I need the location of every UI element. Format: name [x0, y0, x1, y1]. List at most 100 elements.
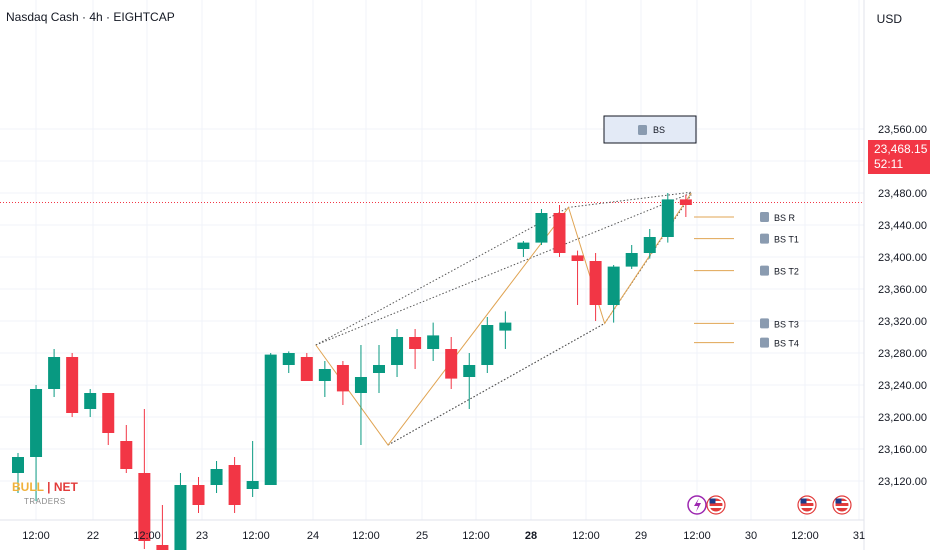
candle-body — [66, 357, 79, 413]
time-tick-label: 12:00 — [22, 530, 50, 542]
channel-lines — [315, 191, 692, 446]
time-axis: 12:00 22 12:00 23 12:00 24 12:00 25 12:00 28 12:00… — [22, 530, 865, 542]
candle-body — [463, 365, 476, 377]
candle-body — [282, 353, 295, 365]
last-price: 23,468.15 — [874, 142, 928, 156]
bs-marker-icon — [638, 125, 647, 135]
candle-body — [607, 266, 620, 305]
us-flag-stripe — [709, 501, 723, 503]
logo-separator: | — [47, 480, 51, 494]
time-tick-label: 31 — [853, 530, 865, 542]
price-tick-label: 23,360.00 — [878, 284, 927, 296]
candle-body — [499, 322, 512, 331]
time-tick-label: 12:00 — [352, 530, 380, 542]
candle-body — [571, 255, 584, 261]
time-tick-label: 12:00 — [133, 530, 161, 542]
price-tick-label: 23,400.00 — [878, 252, 927, 264]
currency-label[interactable]: USD — [876, 12, 902, 26]
time-tick-label: 12:00 — [683, 530, 711, 542]
us-flag-canton — [709, 498, 716, 504]
candle-body — [517, 242, 530, 249]
candle-body — [210, 469, 223, 485]
symbol-title[interactable]: Nasdaq Cash · 4h · EIGHTCAP — [6, 10, 175, 24]
candle-body — [661, 199, 674, 237]
candle-body — [246, 481, 259, 489]
time-tick-label: 12:00 — [572, 530, 600, 542]
level-label: BS R — [774, 213, 796, 223]
level-label: BS T4 — [774, 339, 799, 349]
candle-body — [300, 357, 313, 381]
candle-body — [318, 369, 331, 381]
candle-body — [48, 357, 61, 389]
last-price-tag: 23,468.15 52:11 — [868, 140, 930, 174]
price-tick-label: 23,160.00 — [878, 444, 927, 456]
price-tick-label: 23,240.00 — [878, 380, 927, 392]
time-tick-label: 28 — [525, 530, 537, 542]
us-flag-stripe — [835, 506, 849, 508]
candle-body — [625, 253, 638, 267]
bs-box: BS — [603, 115, 697, 144]
us-flag-stripe — [835, 501, 849, 503]
time-tick-label: 22 — [87, 530, 99, 542]
event-icons — [687, 495, 852, 515]
time-tick-label: 23 — [196, 530, 208, 542]
bar-countdown: 52:11 — [874, 157, 904, 171]
candles — [12, 193, 692, 550]
level-marker-icon — [760, 265, 769, 276]
price-tick-label: 23,280.00 — [878, 348, 927, 360]
time-tick-label: 30 — [745, 530, 757, 542]
level-label: BS T3 — [774, 319, 799, 329]
candle-body — [12, 457, 24, 473]
candle-body — [120, 441, 133, 469]
bs-box-label: BS — [653, 125, 665, 135]
candle-body — [445, 349, 458, 379]
channel-lower-line — [387, 322, 605, 446]
candle-body — [102, 393, 115, 433]
brand-logo: BULL | NET — [12, 480, 78, 494]
candle-body — [553, 213, 566, 253]
chart-grid — [0, 0, 865, 550]
channel-mid-line — [315, 192, 692, 346]
candle-body — [481, 325, 494, 365]
lightning-bolt-icon — [694, 498, 701, 512]
price-tick-label: 23,440.00 — [878, 220, 927, 232]
candle-body — [264, 354, 277, 485]
candle-body — [409, 337, 422, 349]
candle-body — [643, 237, 656, 253]
logo-subtitle: TRADERS — [24, 497, 66, 506]
level-marker-icon — [760, 233, 769, 244]
candle-body — [589, 261, 602, 305]
price-axis: 23,120.00 23,160.00 23,200.00 23,240.00 23,2… — [878, 124, 927, 488]
candle-body — [30, 389, 43, 457]
pattern-zigzag — [315, 192, 692, 446]
candle-body — [391, 337, 404, 365]
time-tick-label: 29 — [635, 530, 647, 542]
candle-body — [156, 545, 169, 550]
bs-box-rect — [603, 115, 697, 144]
candle-body — [427, 335, 440, 349]
candle-body — [138, 473, 151, 541]
target-levels: BS R BS T1 BS T2 BS T3 BS T4 — [694, 212, 799, 349]
us-flag-stripe — [709, 506, 723, 508]
pattern-lines — [315, 192, 692, 446]
us-flag-stripe — [800, 506, 814, 508]
candle-body — [192, 485, 205, 505]
price-tick-label: 23,200.00 — [878, 412, 927, 424]
time-tick-label: 12:00 — [462, 530, 490, 542]
price-tick-label: 23,560.00 — [878, 124, 927, 136]
candle-body — [679, 199, 692, 205]
candle-body — [535, 213, 548, 243]
us-flag-canton — [800, 498, 807, 504]
candle-body — [174, 485, 187, 550]
candle-body — [228, 465, 241, 505]
logo-bull: BULL — [12, 480, 44, 494]
time-tick-label: 25 — [416, 530, 428, 542]
time-tick-label: 24 — [307, 530, 319, 542]
level-label: BS T1 — [774, 235, 799, 245]
logo-net: NET — [53, 480, 78, 494]
candle-body — [84, 393, 97, 409]
price-tick-label: 23,480.00 — [878, 188, 927, 200]
level-marker-icon — [760, 337, 769, 348]
time-tick-label: 12:00 — [791, 530, 819, 542]
